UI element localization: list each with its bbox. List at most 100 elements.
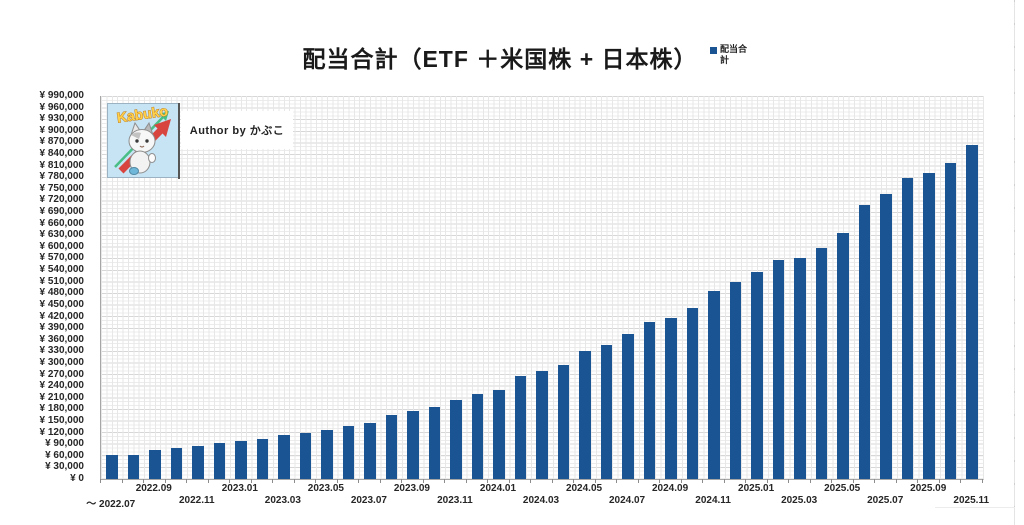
y-tick-label: ¥ 750,000 bbox=[39, 182, 85, 194]
kabuko-brand-text: Kabuko bbox=[116, 103, 169, 126]
kabuko-logo: Kabuko bbox=[107, 102, 180, 179]
window-right-border bbox=[1014, 0, 1015, 525]
x-tick-label: 2025.05 bbox=[824, 483, 861, 494]
x-tick-label: 2024.09 bbox=[651, 483, 689, 494]
chart-title: 配当合計（ETF ＋米国株 + 日本株） bbox=[302, 46, 698, 72]
x-axis-tick bbox=[766, 479, 768, 483]
x-tick-label: 2024.11 bbox=[695, 495, 731, 506]
y-tick-label: ¥ 480,000 bbox=[39, 287, 85, 299]
x-tick-label: 2022.11 bbox=[178, 495, 215, 506]
x-axis-tick bbox=[723, 479, 725, 483]
bar-2023.06 bbox=[342, 425, 355, 479]
bar-2025.05 bbox=[837, 232, 849, 479]
bar-2024.08 bbox=[643, 321, 656, 479]
x-tick-label: 2024.05 bbox=[565, 483, 603, 494]
y-tick-label: ¥ 660,000 bbox=[39, 217, 85, 229]
bar-2022.07 bbox=[106, 455, 118, 479]
x-axis-tick bbox=[960, 479, 962, 483]
x-axis-tick bbox=[100, 479, 101, 483]
x-axis-tick bbox=[143, 479, 145, 483]
bar-2022.11 bbox=[192, 446, 204, 479]
x-axis-tick bbox=[422, 479, 424, 483]
x-axis-tick bbox=[874, 479, 876, 483]
y-tick-label: ¥ 990,000 bbox=[39, 90, 85, 101]
y-tick-label: ¥ 240,000 bbox=[39, 380, 85, 392]
x-axis-tick bbox=[616, 479, 618, 483]
bar-2023.01 bbox=[235, 441, 247, 479]
x-axis-tick bbox=[487, 479, 489, 483]
legend: 配当合計 bbox=[710, 44, 750, 66]
x-tick-label: 2025.03 bbox=[781, 495, 818, 506]
y-tick-label: ¥ 840,000 bbox=[39, 148, 85, 160]
bar-2024.05 bbox=[579, 350, 591, 479]
x-tick-label: 2022.09 bbox=[135, 483, 172, 494]
x-tick-label: 2023.03 bbox=[264, 495, 301, 506]
bar-2025.01 bbox=[751, 272, 763, 479]
x-axis-tick bbox=[788, 479, 790, 483]
x-axis-tick bbox=[551, 479, 553, 483]
x-axis-tick bbox=[938, 479, 940, 483]
x-axis-tick bbox=[207, 479, 209, 483]
y-axis: ¥ 990,000 ¥ 960,000 ¥ 930,000 ¥ 900,000 ¥ 87… bbox=[0, 0, 92, 525]
x-tick-label: 2025.01 bbox=[738, 483, 775, 494]
x-tick-label: 2025.11 bbox=[953, 495, 990, 506]
y-tick-label: ¥ 570,000 bbox=[39, 252, 85, 264]
x-axis-tick bbox=[336, 479, 338, 483]
x-axis-tick bbox=[186, 479, 188, 483]
bar-2022.10 bbox=[170, 448, 183, 479]
x-tick-label: 2023.07 bbox=[350, 495, 387, 506]
x-axis-tick bbox=[594, 479, 596, 483]
x-axis-tick bbox=[121, 479, 123, 483]
y-tick-label: ¥ 690,000 bbox=[39, 206, 85, 218]
x-axis-tick bbox=[852, 479, 854, 483]
y-tick-label: ¥ 900,000 bbox=[39, 124, 85, 136]
y-tick-label: ¥ 780,000 bbox=[39, 171, 85, 183]
bar-2024.03 bbox=[536, 371, 548, 479]
bar-2022.09 bbox=[149, 450, 161, 479]
x-tick-label: 2023.09 bbox=[393, 483, 430, 494]
bar-2024.07 bbox=[622, 334, 634, 479]
x-tick-label: 2024.03 bbox=[522, 495, 560, 506]
x-tick-label: 2025.07 bbox=[867, 495, 904, 506]
x-axis-tick bbox=[982, 479, 983, 483]
bar-2024.12 bbox=[729, 282, 742, 479]
x-axis-tick bbox=[164, 479, 166, 483]
x-axis-tick bbox=[465, 479, 467, 483]
bar-2025.02 bbox=[772, 260, 785, 479]
x-axis-tick bbox=[917, 479, 919, 483]
y-tick-label: ¥ 870,000 bbox=[39, 136, 85, 148]
y-tick-label: ¥ 810,000 bbox=[39, 159, 85, 171]
window-bottom-edge bbox=[935, 507, 1015, 508]
bar-2024.10 bbox=[686, 307, 699, 479]
x-axis-tick bbox=[508, 479, 510, 483]
bar-2023.03 bbox=[278, 435, 290, 479]
plot-area bbox=[100, 96, 984, 480]
y-tick-label: ¥ 120,000 bbox=[39, 426, 85, 438]
y-tick-label: ¥ 600,000 bbox=[39, 240, 85, 252]
x-axis-tick bbox=[530, 479, 532, 483]
x-axis-tick bbox=[895, 479, 897, 483]
y-tick-label: ¥ 30,000 bbox=[45, 461, 84, 473]
y-tick-label: ¥ 180,000 bbox=[39, 403, 85, 415]
legend-series-label: 配当合計 bbox=[720, 44, 748, 65]
x-axis-tick bbox=[745, 479, 747, 483]
y-tick-label: ¥ 720,000 bbox=[39, 194, 85, 206]
x-axis-tick bbox=[659, 479, 661, 483]
x-tick-label: 2023.01 bbox=[221, 483, 258, 494]
bar-2024.11 bbox=[708, 291, 720, 479]
author-caption-box: Author by かぶこ bbox=[181, 111, 293, 149]
x-tick-label: ～ 2022.07 bbox=[86, 499, 136, 510]
bar-2024.01 bbox=[493, 389, 505, 479]
bar-2025.07 bbox=[880, 193, 892, 479]
y-tick-label: ¥ 630,000 bbox=[39, 229, 85, 241]
x-axis-tick bbox=[444, 479, 446, 483]
y-tick-label: ¥ 0 bbox=[70, 473, 84, 484]
y-tick-label: ¥ 510,000 bbox=[39, 275, 85, 287]
x-axis-tick bbox=[272, 479, 274, 483]
bar-2023.08 bbox=[385, 414, 398, 479]
x-tick-label: 2023.05 bbox=[307, 483, 344, 494]
bar-2024.09 bbox=[665, 317, 677, 479]
x-axis-tick bbox=[831, 479, 833, 483]
y-tick-label: ¥ 360,000 bbox=[39, 333, 85, 345]
